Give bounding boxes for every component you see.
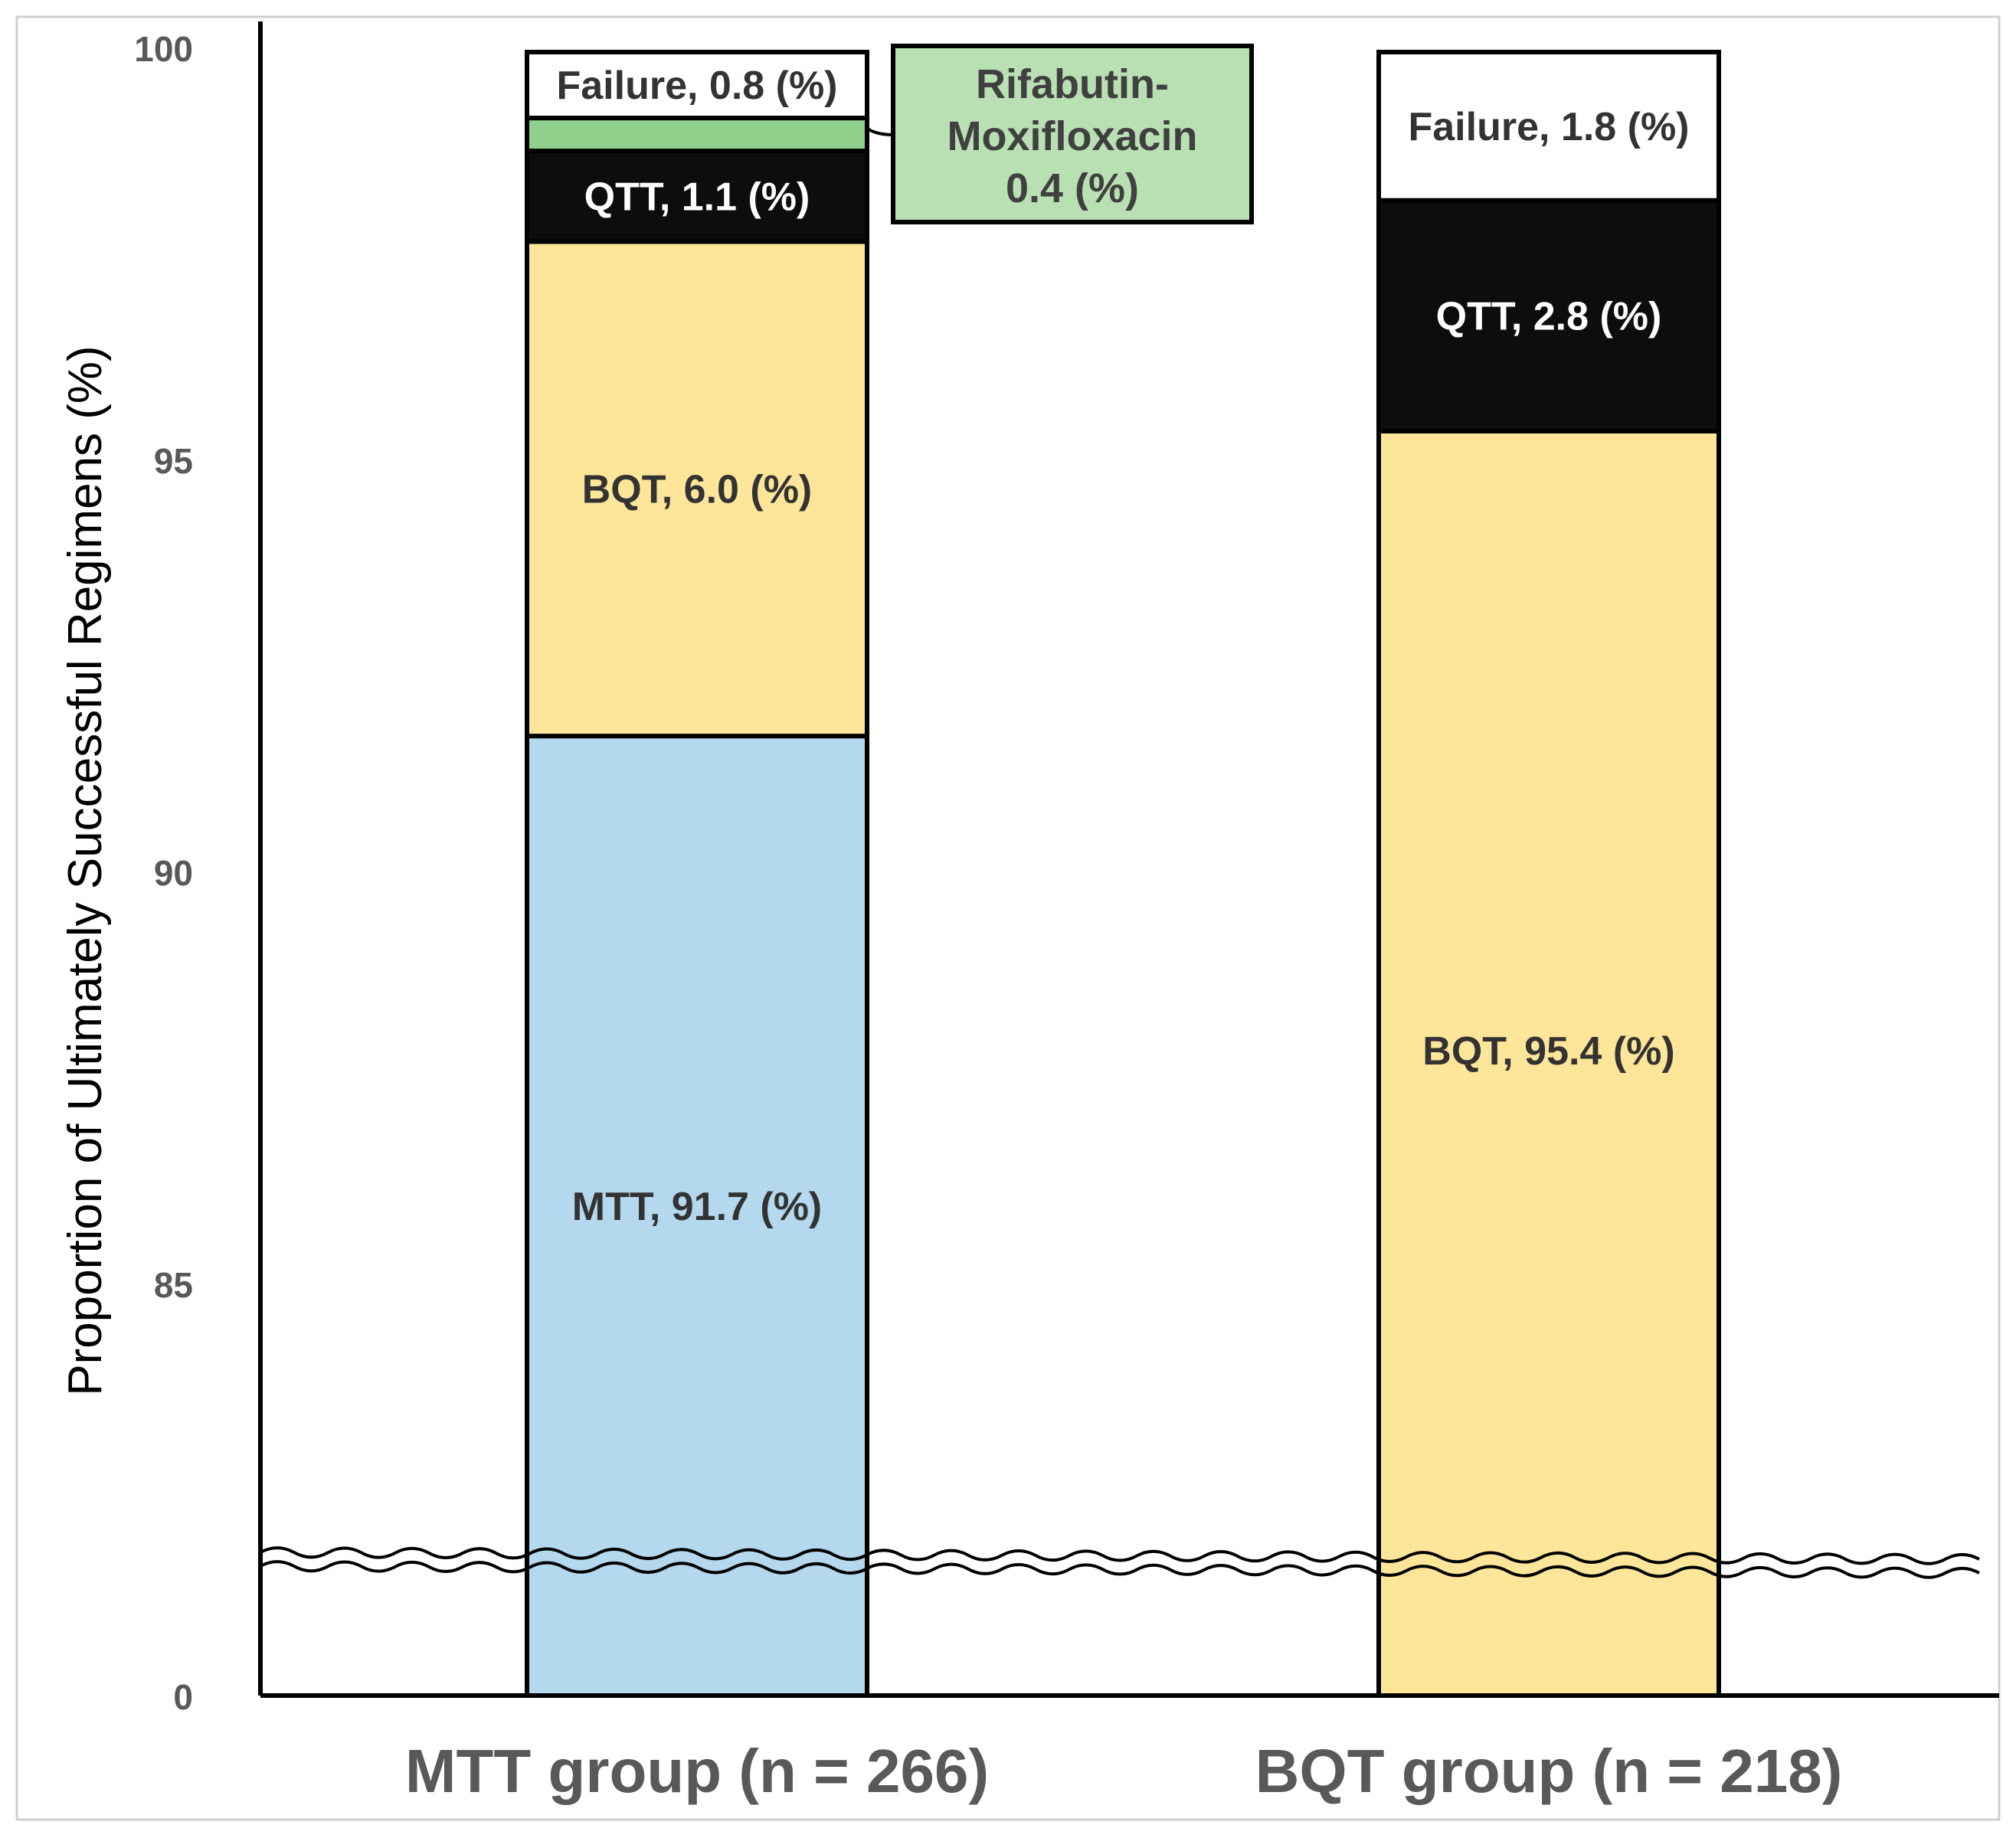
segment-label-bqt-group-failure: Failure, 1.8 (%) [1409, 105, 1690, 149]
bar-segment-mtt-group-bqt [525, 239, 869, 739]
segment-label-bqt-group-qtt: QTT, 2.8 (%) [1436, 294, 1662, 338]
x-category-label-mtt-group: MTT group (n = 266) [405, 1737, 989, 1805]
segment-label-mtt-group-qtt: QTT, 1.1 (%) [584, 175, 810, 219]
callout-line-2: Moxifloxacin [947, 113, 1197, 159]
x-category-label-bqt-group: BQT group (n = 218) [1255, 1737, 1843, 1805]
axis-break-line-upper [260, 1546, 1980, 1565]
segment-label-mtt-group-bqt: BQT, 6.0 (%) [582, 467, 813, 512]
callout-leader-line [864, 126, 894, 136]
segment-label-bqt-group-bqt: BQT, 95.4 (%) [1422, 1029, 1674, 1074]
segment-label-mtt-group-mtt: MTT, 91.7 (%) [572, 1185, 823, 1229]
y-tick-label-100: 100 [134, 29, 193, 69]
y-tick-label-85: 85 [154, 1265, 193, 1305]
callout-line-3: 0.4 (%) [1006, 165, 1139, 211]
bar-segment-mtt-group-failure [525, 50, 869, 121]
bar-segment-mtt-group-rifabutin-moxifloxacin [525, 116, 869, 154]
y-axis-title: Proportion of Ultimately Successful Regi… [59, 345, 112, 1395]
rifabutin-moxifloxacin-callout [891, 44, 1254, 224]
callout-line-1: Rifabutin- [976, 61, 1169, 107]
y-tick-label-90: 90 [154, 853, 193, 893]
axis-break-line-lower [260, 1560, 1980, 1579]
bar-segment-bqt-group-qtt [1376, 198, 1721, 433]
bars-layer [525, 50, 1721, 1699]
segment-label-mtt-group-failure: Failure, 0.8 (%) [557, 64, 838, 108]
figure-border [15, 15, 2001, 1821]
y-tick-label-0: 0 [173, 1677, 193, 1717]
y-tick-label-95: 95 [154, 441, 193, 481]
segment-labels-layer: MTT, 91.7 (%) BQT, 6.0 (%) QTT, 1.1 (%) Fai… [557, 64, 1690, 1229]
bar-segment-bqt-group-failure [1376, 50, 1721, 203]
bar-segment-bqt-group-bqt [1376, 428, 1721, 1699]
